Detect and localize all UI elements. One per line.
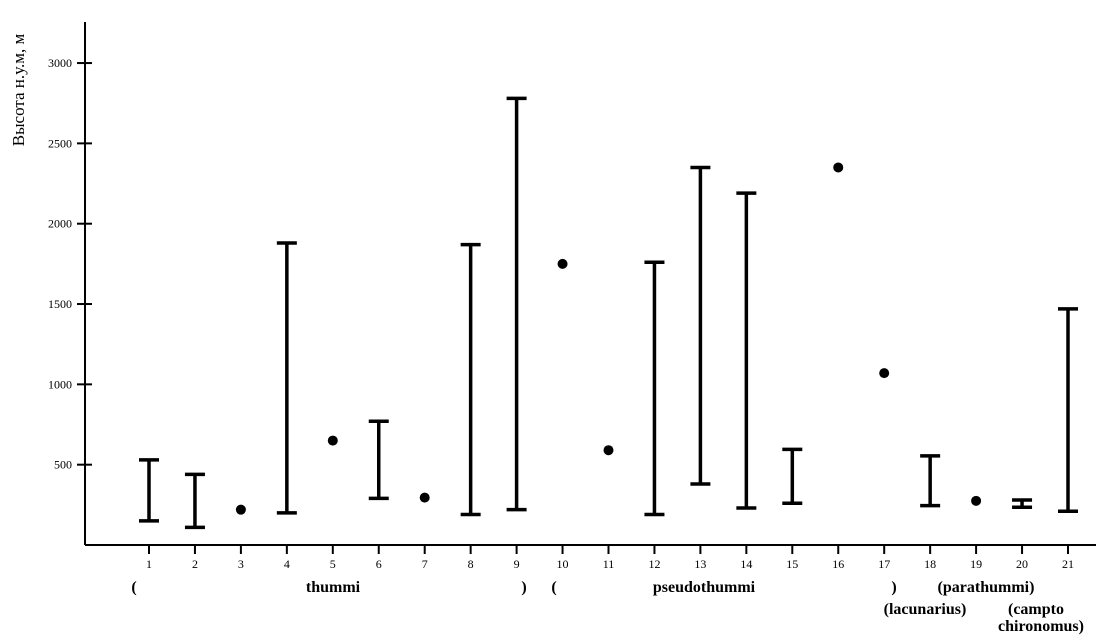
group-label: ( xyxy=(131,579,136,596)
x-tick-label: 13 xyxy=(694,557,706,571)
y-ticks: 500 1000 1500 2000 2500 3000 xyxy=(48,56,92,472)
x-tick-label: 5 xyxy=(330,557,336,571)
y-tick-label: 1500 xyxy=(48,297,72,311)
data-point xyxy=(879,368,890,379)
x-tick-label: 12 xyxy=(648,557,660,571)
group-label: (lacunarius) xyxy=(884,601,967,618)
range-bar xyxy=(1058,307,1078,514)
range-bar xyxy=(139,458,159,523)
range-bar xyxy=(1012,498,1033,509)
x-tick-label: 20 xyxy=(1016,557,1028,571)
x-tick-label: 21 xyxy=(1062,557,1074,571)
data-point xyxy=(603,445,614,456)
data-marks xyxy=(139,96,1078,530)
group-label: ( xyxy=(551,579,556,596)
y-tick-label: 500 xyxy=(54,458,72,472)
group-label: (parathummi) xyxy=(938,579,1035,596)
x-tick-label: 2 xyxy=(192,557,198,571)
x-tick-label: 7 xyxy=(422,557,428,571)
data-point xyxy=(419,492,430,503)
x-tick-label: 14 xyxy=(740,557,752,571)
x-tick-label: 19 xyxy=(970,557,982,571)
y-tick-label: 3000 xyxy=(48,56,72,70)
x-tick-label: 3 xyxy=(238,557,244,571)
group-label: (campto xyxy=(1008,601,1064,618)
range-bar xyxy=(184,472,205,530)
x-tick-label: 8 xyxy=(468,557,474,571)
range-bar xyxy=(276,241,297,515)
x-tick-label: 6 xyxy=(376,557,382,571)
x-tick-label: 18 xyxy=(924,557,936,571)
range-bar xyxy=(736,191,757,510)
x-tick-label: 10 xyxy=(557,557,569,571)
group-label: ) xyxy=(891,579,896,596)
data-point xyxy=(235,504,246,515)
data-point xyxy=(327,435,338,446)
x-tick-label: 15 xyxy=(786,557,798,571)
range-bar xyxy=(506,96,527,512)
data-point xyxy=(833,162,844,173)
y-axis-title: Высота н.у.м, м xyxy=(9,34,28,147)
range-bar xyxy=(782,447,803,505)
x-tick-label: 17 xyxy=(878,557,890,571)
x-tick-label: 16 xyxy=(832,557,844,571)
y-tick-label: 2000 xyxy=(48,217,72,231)
group-label: thummi xyxy=(306,579,361,596)
data-point xyxy=(971,495,982,506)
y-tick-label: 1000 xyxy=(48,377,72,391)
data-point xyxy=(557,258,568,269)
x-tick-label: 9 xyxy=(514,557,520,571)
group-label: chironomus) xyxy=(998,618,1084,635)
range-bar xyxy=(690,165,711,486)
group-label: pseudothummi xyxy=(653,579,756,596)
range-bar xyxy=(460,242,481,517)
range-bar xyxy=(368,419,389,501)
x-tick-label: 11 xyxy=(603,557,615,571)
range-bar xyxy=(920,454,941,508)
group-label: ) xyxy=(521,579,526,596)
group-labels: ( thummi) ( pseudothummi) (parathummi) (lacun… xyxy=(131,579,1084,635)
x-ticks: 1 2 3 4 5 6 7 8 9 10 11 12 13 14 15 16 17 18 19 20 21 xyxy=(146,545,1074,571)
x-tick-label: 4 xyxy=(284,557,290,571)
y-tick-label: 2500 xyxy=(48,136,72,150)
range-bar xyxy=(644,260,665,517)
x-tick-label: 1 xyxy=(146,557,152,571)
